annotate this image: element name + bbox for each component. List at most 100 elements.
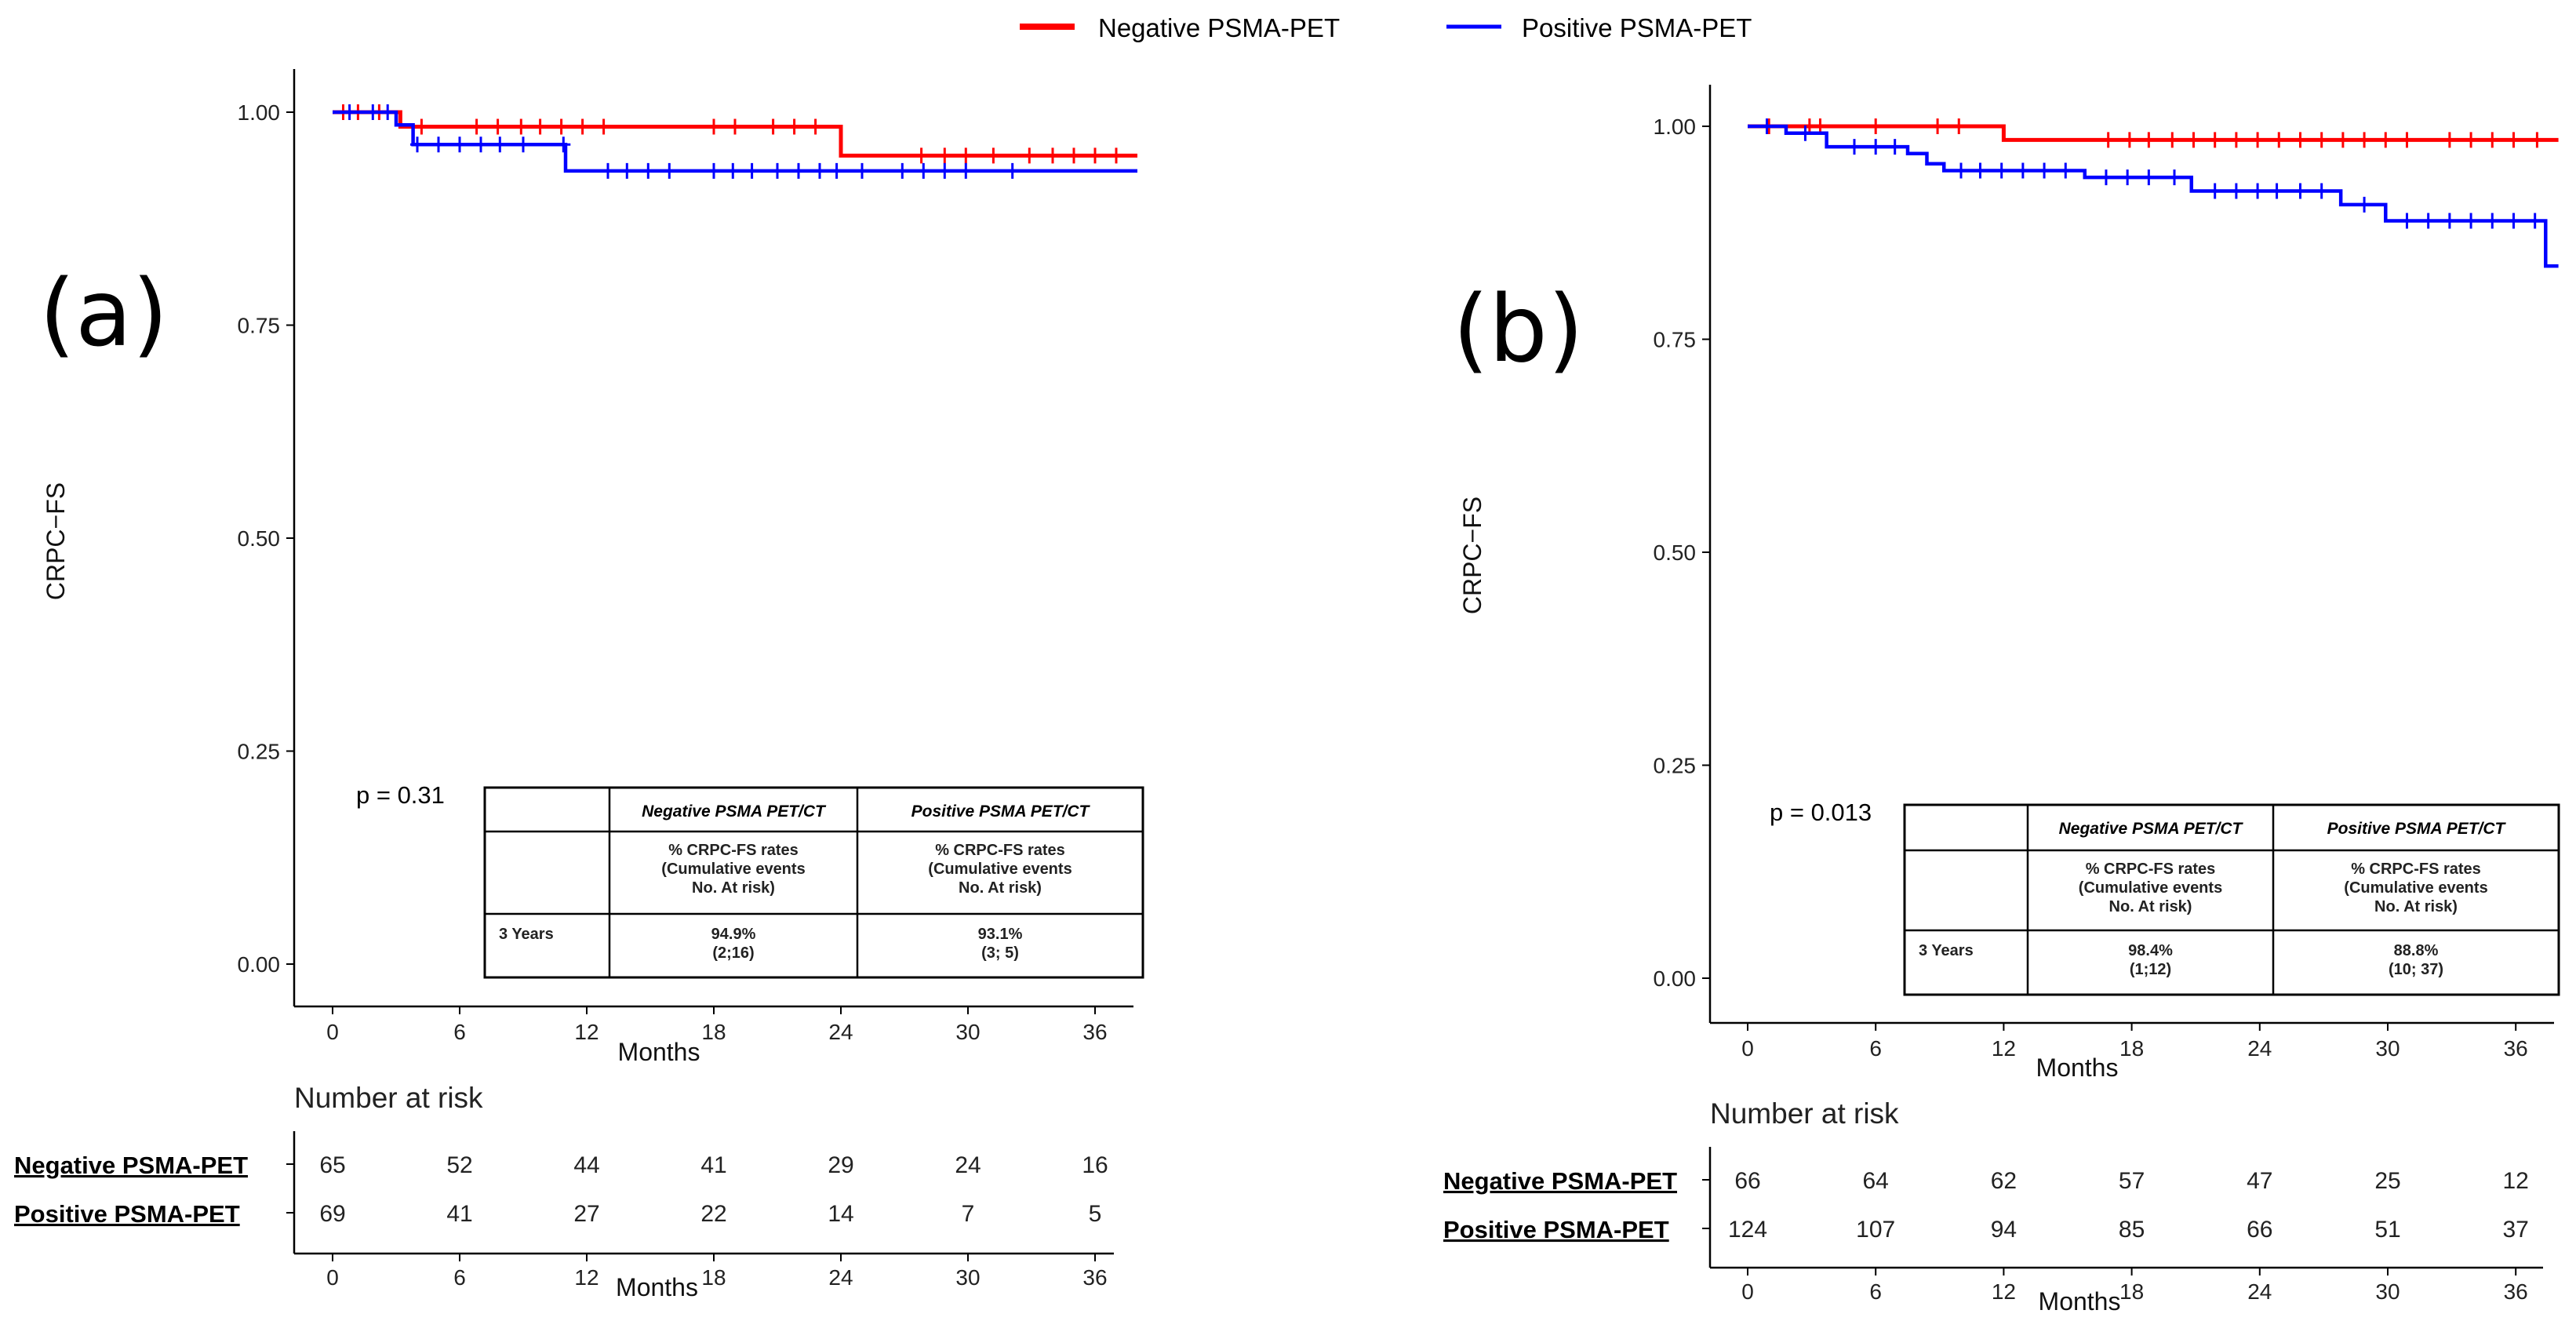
risk-x-tick-label: 0 bbox=[1741, 1279, 1754, 1304]
y-tick-label: 0.25 bbox=[238, 740, 281, 764]
censor-mark-negative bbox=[2293, 132, 2308, 148]
risk-count: 5 bbox=[1089, 1201, 1102, 1227]
y-axis-title: CRPC−FS bbox=[1458, 497, 1486, 614]
censor-mark-positive bbox=[662, 162, 677, 179]
censor-mark-positive bbox=[2442, 213, 2457, 229]
censor-mark-positive bbox=[2037, 162, 2052, 179]
risk-x-tick-label: 6 bbox=[1869, 1279, 1882, 1304]
risk-count: 124 bbox=[1728, 1217, 1767, 1243]
censor-mark-positive bbox=[641, 162, 656, 179]
x-tick-label: 24 bbox=[828, 1020, 853, 1044]
risk-row-label-negative: Negative PSMA-PET bbox=[1443, 1167, 1677, 1195]
censor-mark-positive bbox=[1868, 139, 1883, 155]
censor-mark-positive bbox=[380, 104, 395, 120]
x-axis-title: Months bbox=[618, 1038, 700, 1066]
censor-mark-positive bbox=[959, 162, 973, 179]
censor-mark-negative bbox=[2141, 132, 2156, 148]
summary-table-header: Positive PSMA PET/CT bbox=[2327, 820, 2507, 838]
censor-mark-positive bbox=[2058, 162, 2073, 179]
panel-label: (a) bbox=[39, 259, 168, 367]
summary-table-subheader-line: No. At risk) bbox=[692, 879, 775, 897]
summary-table-subheader-line: (Cumulative events bbox=[928, 861, 1072, 878]
censor-mark-positive bbox=[1887, 139, 1902, 155]
censor-mark-negative bbox=[728, 118, 742, 135]
censor-mark-negative bbox=[2272, 132, 2287, 148]
x-tick-label: 30 bbox=[2375, 1036, 2400, 1061]
summary-table bbox=[483, 786, 1144, 979]
censor-mark-negative bbox=[596, 118, 611, 135]
censor-mark-positive bbox=[770, 162, 784, 179]
risk-table-title: Number at risk bbox=[1710, 1097, 1899, 1130]
censor-mark-negative bbox=[1930, 118, 1945, 134]
censor-mark-positive bbox=[2293, 183, 2308, 199]
risk-count: 41 bbox=[700, 1152, 726, 1178]
censor-mark-positive bbox=[516, 136, 530, 153]
summary-table-cell: 94.9% (2;16) bbox=[711, 926, 756, 962]
censor-mark-positive bbox=[2098, 169, 2113, 186]
risk-count: 94 bbox=[1991, 1217, 2017, 1243]
censor-mark-positive bbox=[2229, 183, 2243, 199]
censor-mark-positive bbox=[744, 162, 759, 179]
risk-x-tick-label: 36 bbox=[2504, 1279, 2528, 1304]
summary-table-subheader: % CRPC-FS rates (Cumulative events No. At … bbox=[2344, 861, 2487, 915]
censor-mark-negative bbox=[575, 118, 590, 135]
risk-x-tick-label: 6 bbox=[453, 1265, 466, 1290]
censor-mark-positive bbox=[829, 162, 844, 179]
censor-mark-negative bbox=[914, 147, 929, 164]
censor-mark-positive bbox=[726, 162, 740, 179]
risk-x-tick-label: 30 bbox=[2375, 1279, 2400, 1304]
summary-table-subheader: % CRPC-FS rates (Cumulative events No. At … bbox=[2079, 861, 2222, 915]
y-axis-title: CRPC−FS bbox=[42, 482, 70, 600]
summary-table-subheader-line: % CRPC-FS rates bbox=[2351, 861, 2481, 878]
censor-mark-positive bbox=[707, 162, 721, 179]
risk-count: 22 bbox=[700, 1201, 726, 1227]
risk-count: 62 bbox=[1991, 1168, 2017, 1194]
censor-mark-positive bbox=[453, 136, 467, 153]
censor-mark-negative bbox=[2207, 132, 2222, 148]
risk-x-tick-label: 12 bbox=[574, 1265, 599, 1290]
censor-mark-negative bbox=[490, 118, 505, 135]
censor-mark-positive bbox=[916, 162, 931, 179]
censor-mark-positive bbox=[937, 162, 952, 179]
censor-mark-positive bbox=[342, 104, 357, 120]
risk-x-tick-label: 36 bbox=[1082, 1265, 1107, 1290]
summary-table-subheader-line: (Cumulative events bbox=[2079, 879, 2222, 897]
summary-table-header: Negative PSMA PET/CT bbox=[2059, 820, 2244, 838]
summary-table-subheader-line: No. At risk) bbox=[2374, 898, 2458, 915]
risk-x-tick-label: 24 bbox=[2247, 1279, 2272, 1304]
summary-table-cell: 98.4% (1;12) bbox=[2128, 942, 2173, 978]
censor-mark-negative bbox=[2378, 132, 2393, 148]
censor-mark-negative bbox=[787, 118, 802, 135]
summary-table-cell-line: (10; 37) bbox=[2389, 961, 2443, 978]
y-tick-label: 0.50 bbox=[1654, 540, 1697, 565]
censor-mark-positive bbox=[1759, 118, 1774, 134]
censor-mark-negative bbox=[1868, 118, 1883, 134]
risk-count: 52 bbox=[446, 1152, 472, 1178]
censor-mark-positive bbox=[2167, 169, 2181, 186]
risk-row-label-positive: Positive PSMA-PET bbox=[14, 1200, 240, 1228]
summary-table-row-label: 3 Years bbox=[499, 926, 554, 943]
censor-mark-positive bbox=[366, 104, 380, 120]
summary-table-subheader-line: % CRPC-FS rates bbox=[935, 842, 1065, 859]
x-tick-label: 6 bbox=[453, 1020, 466, 1044]
x-tick-label: 0 bbox=[326, 1020, 339, 1044]
summary-table-cell-line: 98.4% bbox=[2128, 942, 2173, 959]
curve-positive bbox=[1748, 124, 2559, 268]
summary-table-row-label: 3 Years bbox=[1919, 942, 1974, 959]
censor-mark-negative bbox=[2400, 132, 2414, 148]
risk-count: 85 bbox=[2119, 1217, 2145, 1243]
risk-count: 27 bbox=[573, 1201, 599, 1227]
censor-mark-positive bbox=[601, 162, 615, 179]
censor-mark-negative bbox=[1067, 147, 1081, 164]
curve-positive bbox=[333, 110, 1137, 173]
summary-table-header: Negative PSMA PET/CT bbox=[642, 802, 827, 821]
censor-mark-negative bbox=[2442, 132, 2457, 148]
censor-mark-negative bbox=[1088, 147, 1102, 164]
summary-table-subheader-line: No. At risk) bbox=[959, 879, 1042, 897]
censor-mark-negative bbox=[2122, 132, 2137, 148]
censor-mark-positive bbox=[2314, 183, 2329, 199]
censor-mark-positive bbox=[493, 136, 508, 153]
risk-count: 16 bbox=[1082, 1152, 1108, 1178]
censor-mark-negative bbox=[2357, 132, 2372, 148]
x-tick-label: 18 bbox=[701, 1020, 726, 1044]
